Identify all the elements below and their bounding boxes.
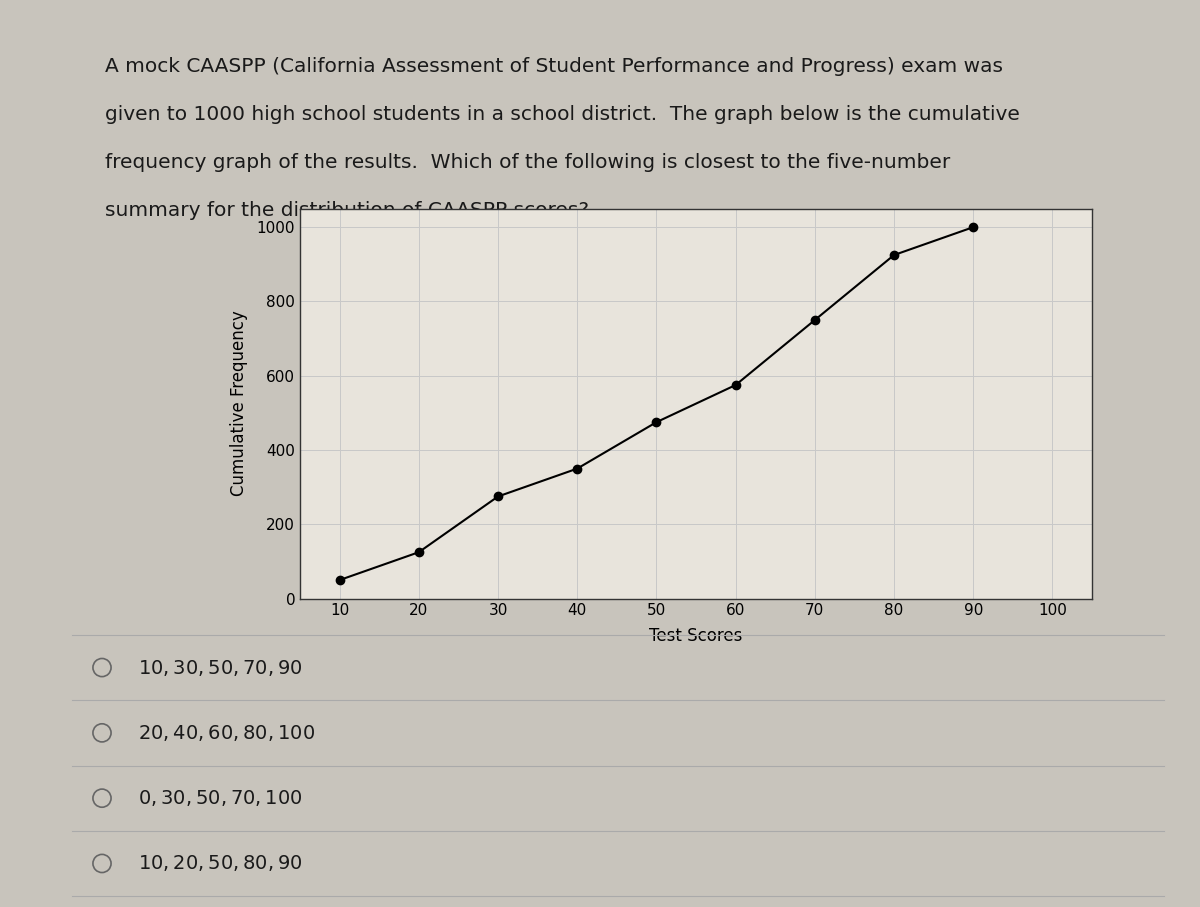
Y-axis label: Cumulative Frequency: Cumulative Frequency	[230, 311, 248, 496]
Text: ${0, 30, 50, 70, 100}$: ${0, 30, 50, 70, 100}$	[138, 788, 302, 808]
Text: ${10, 20, 50, 80, 90}$: ${10, 20, 50, 80, 90}$	[138, 853, 302, 873]
Text: ${20, 40, 60, 80, 100}$: ${20, 40, 60, 80, 100}$	[138, 723, 316, 743]
Text: A mock CAASPP (California Assessment of Student Performance and Progress) exam w: A mock CAASPP (California Assessment of …	[104, 57, 1003, 76]
Text: frequency graph of the results.  Which of the following is closest to the five-n: frequency graph of the results. Which of…	[104, 153, 950, 172]
Text: given to 1000 high school students in a school district.  The graph below is the: given to 1000 high school students in a …	[104, 105, 1020, 124]
Text: ${10, 30, 50, 70, 90}$: ${10, 30, 50, 70, 90}$	[138, 658, 302, 678]
Text: summary for the distribution of CAASPP scores?: summary for the distribution of CAASPP s…	[104, 201, 589, 220]
X-axis label: Test Scores: Test Scores	[649, 627, 743, 645]
